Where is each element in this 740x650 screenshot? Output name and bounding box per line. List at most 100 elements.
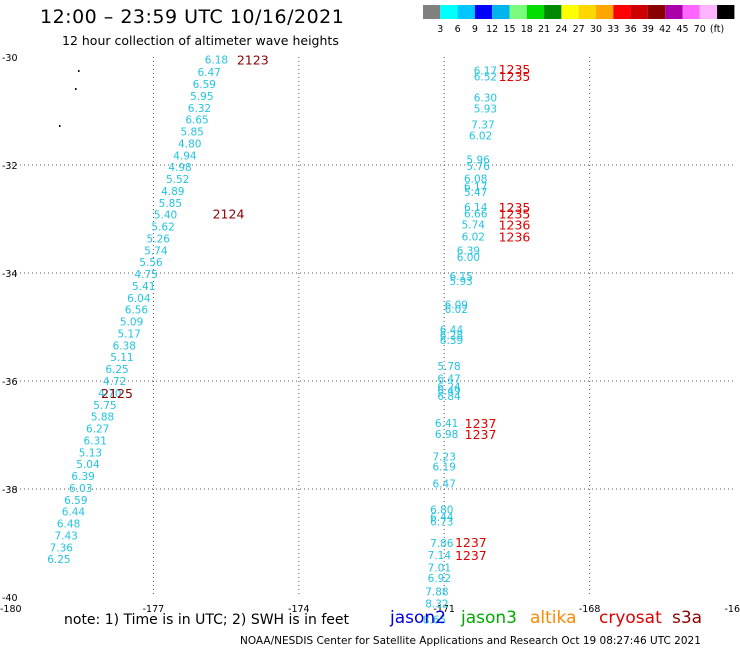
colorbar-label: 36 <box>625 24 637 35</box>
colorbar-label: 45 <box>676 24 688 35</box>
page-title: 12:00 – 23:59 UTC 10/16/2021 <box>40 6 345 28</box>
swh-label: 5.93 <box>474 103 497 115</box>
colorbar-label: 9 <box>472 24 478 35</box>
colorbar-label: 42 <box>659 24 671 35</box>
swh-label: 6.39 <box>457 245 480 257</box>
swh-label: 5.13 <box>79 447 102 459</box>
swh-label: 5.85 <box>180 127 203 139</box>
stray-dot <box>59 125 61 127</box>
swh-label: 6.47 <box>437 373 460 385</box>
footer-note: note: 1) Time is in UTC; 2) SWH is in fe… <box>64 612 350 628</box>
lat-lon-grid <box>8 57 735 597</box>
y-tick-label: -36 <box>2 377 18 388</box>
swh-label: 5.74 <box>144 245 168 257</box>
colorbar-swatch <box>699 5 718 19</box>
colorbar-label: 70 <box>694 24 706 35</box>
swh-label: 4.70 <box>98 388 121 400</box>
swh-label: 6.39 <box>440 335 463 347</box>
swh-label: 6.44 <box>440 325 464 337</box>
swh-label: 5.62 <box>151 222 174 234</box>
swh-label: 7.01 <box>428 562 451 574</box>
x-tick-label: -171 <box>433 604 455 615</box>
colorbar-label: 3 <box>437 24 443 35</box>
swh-label: 6.49 <box>437 386 460 398</box>
page-subtitle: 12 hour collection of altimeter wave hei… <box>62 33 339 48</box>
swh-label: 5.75 <box>93 400 116 412</box>
colorbar-swatch <box>578 5 596 19</box>
swh-label: 5.41 <box>132 281 155 293</box>
legend-jason2: jason2 <box>390 608 446 628</box>
swh-label: 5.88 <box>91 412 114 424</box>
colorbar-label: 6 <box>455 24 461 35</box>
swh-label: 5.11 <box>110 352 133 364</box>
swh-label: 7.14 <box>428 550 452 562</box>
pass-time-label: 1237 <box>455 548 487 563</box>
y-tick-label: -40 <box>2 593 18 604</box>
swh-label: 5.76 <box>466 161 490 173</box>
stray-dot <box>75 88 77 90</box>
colorbar-label: 15 <box>503 24 515 35</box>
x-tick-label: -16 <box>724 604 740 615</box>
swh-label: 5.95 <box>190 91 213 103</box>
stray-dot <box>78 70 80 72</box>
legend-cryosat: cryosat <box>599 608 662 628</box>
colorbar-swatch <box>526 5 545 19</box>
colorbar-label: 30 <box>590 24 602 35</box>
colorbar-swatch <box>630 5 648 19</box>
swh-label: 7.23 <box>433 452 456 464</box>
swh-label: 6.52 <box>474 71 497 83</box>
swh-label: 4.98 <box>168 162 191 174</box>
swh-label: 5.74 <box>462 219 486 231</box>
colorbar-swatch <box>665 5 683 19</box>
swh-label: 6.17 <box>474 66 497 78</box>
pass-time-label: 1237 <box>455 535 487 550</box>
pass-time-label: 1235 <box>499 200 531 215</box>
colorbar-swatch <box>474 5 493 19</box>
swh-label: 6.47 <box>197 67 220 79</box>
swh-label: 5.93 <box>449 276 472 288</box>
swh-label: 6.00 <box>457 252 480 264</box>
colorbar-label: 18 <box>521 24 533 35</box>
swh-label: 6.24 <box>437 381 461 393</box>
swh-label: 8.65 <box>423 615 446 627</box>
swh-label: 6.17 <box>464 182 487 194</box>
legend-s3a: s3a <box>672 608 703 628</box>
swh-label: 6.84 <box>437 391 461 403</box>
swh-label: 6.39 <box>71 471 94 483</box>
swh-label: 5.40 <box>154 210 177 222</box>
swh-label: 8.32 <box>425 598 448 610</box>
swh-label: 6.80 <box>430 505 453 517</box>
y-tick-label: -34 <box>2 269 18 280</box>
colorbar-swatch <box>613 5 631 19</box>
swh-label: 6.32 <box>188 103 211 115</box>
x-tick-label: -180 <box>0 604 22 615</box>
swh-label: 6.66 <box>464 209 488 221</box>
swh-label: 5.04 <box>76 459 100 471</box>
legend-altika: altika <box>530 608 577 628</box>
swh-label: 4.72 <box>103 376 126 388</box>
colorbar-label: 24 <box>555 24 567 35</box>
x-tick-label: -174 <box>288 604 310 615</box>
swh-label: 6.09 <box>445 299 468 311</box>
swh-label: 6.44 <box>62 507 86 519</box>
x-tick-label: -177 <box>143 604 165 615</box>
swh-label: 5.52 <box>166 174 189 186</box>
colorbar-swatch <box>423 5 441 19</box>
swh-label: 6.47 <box>433 479 456 491</box>
colorbar-swatch <box>561 5 579 19</box>
swh-label: 6.03 <box>69 483 92 495</box>
colorbar-swatch <box>492 5 510 19</box>
swh-label: 6.56 <box>125 305 149 317</box>
swh-label: 5.56 <box>139 257 163 269</box>
swh-label: 6.08 <box>464 174 487 186</box>
swh-label: 5.85 <box>159 198 182 210</box>
pass-time-label: 2123 <box>237 53 269 68</box>
swh-values: 6.186.476.595.956.326.655.854.804.944.98… <box>47 55 497 627</box>
y-tick-label: -30 <box>2 53 18 64</box>
colorbar-label: 27 <box>573 24 585 35</box>
y-tick-label: -32 <box>2 161 18 172</box>
y-tick-label: -38 <box>2 485 18 496</box>
swh-label: 6.14 <box>464 202 488 214</box>
colorbar-label: 12 <box>486 24 498 35</box>
